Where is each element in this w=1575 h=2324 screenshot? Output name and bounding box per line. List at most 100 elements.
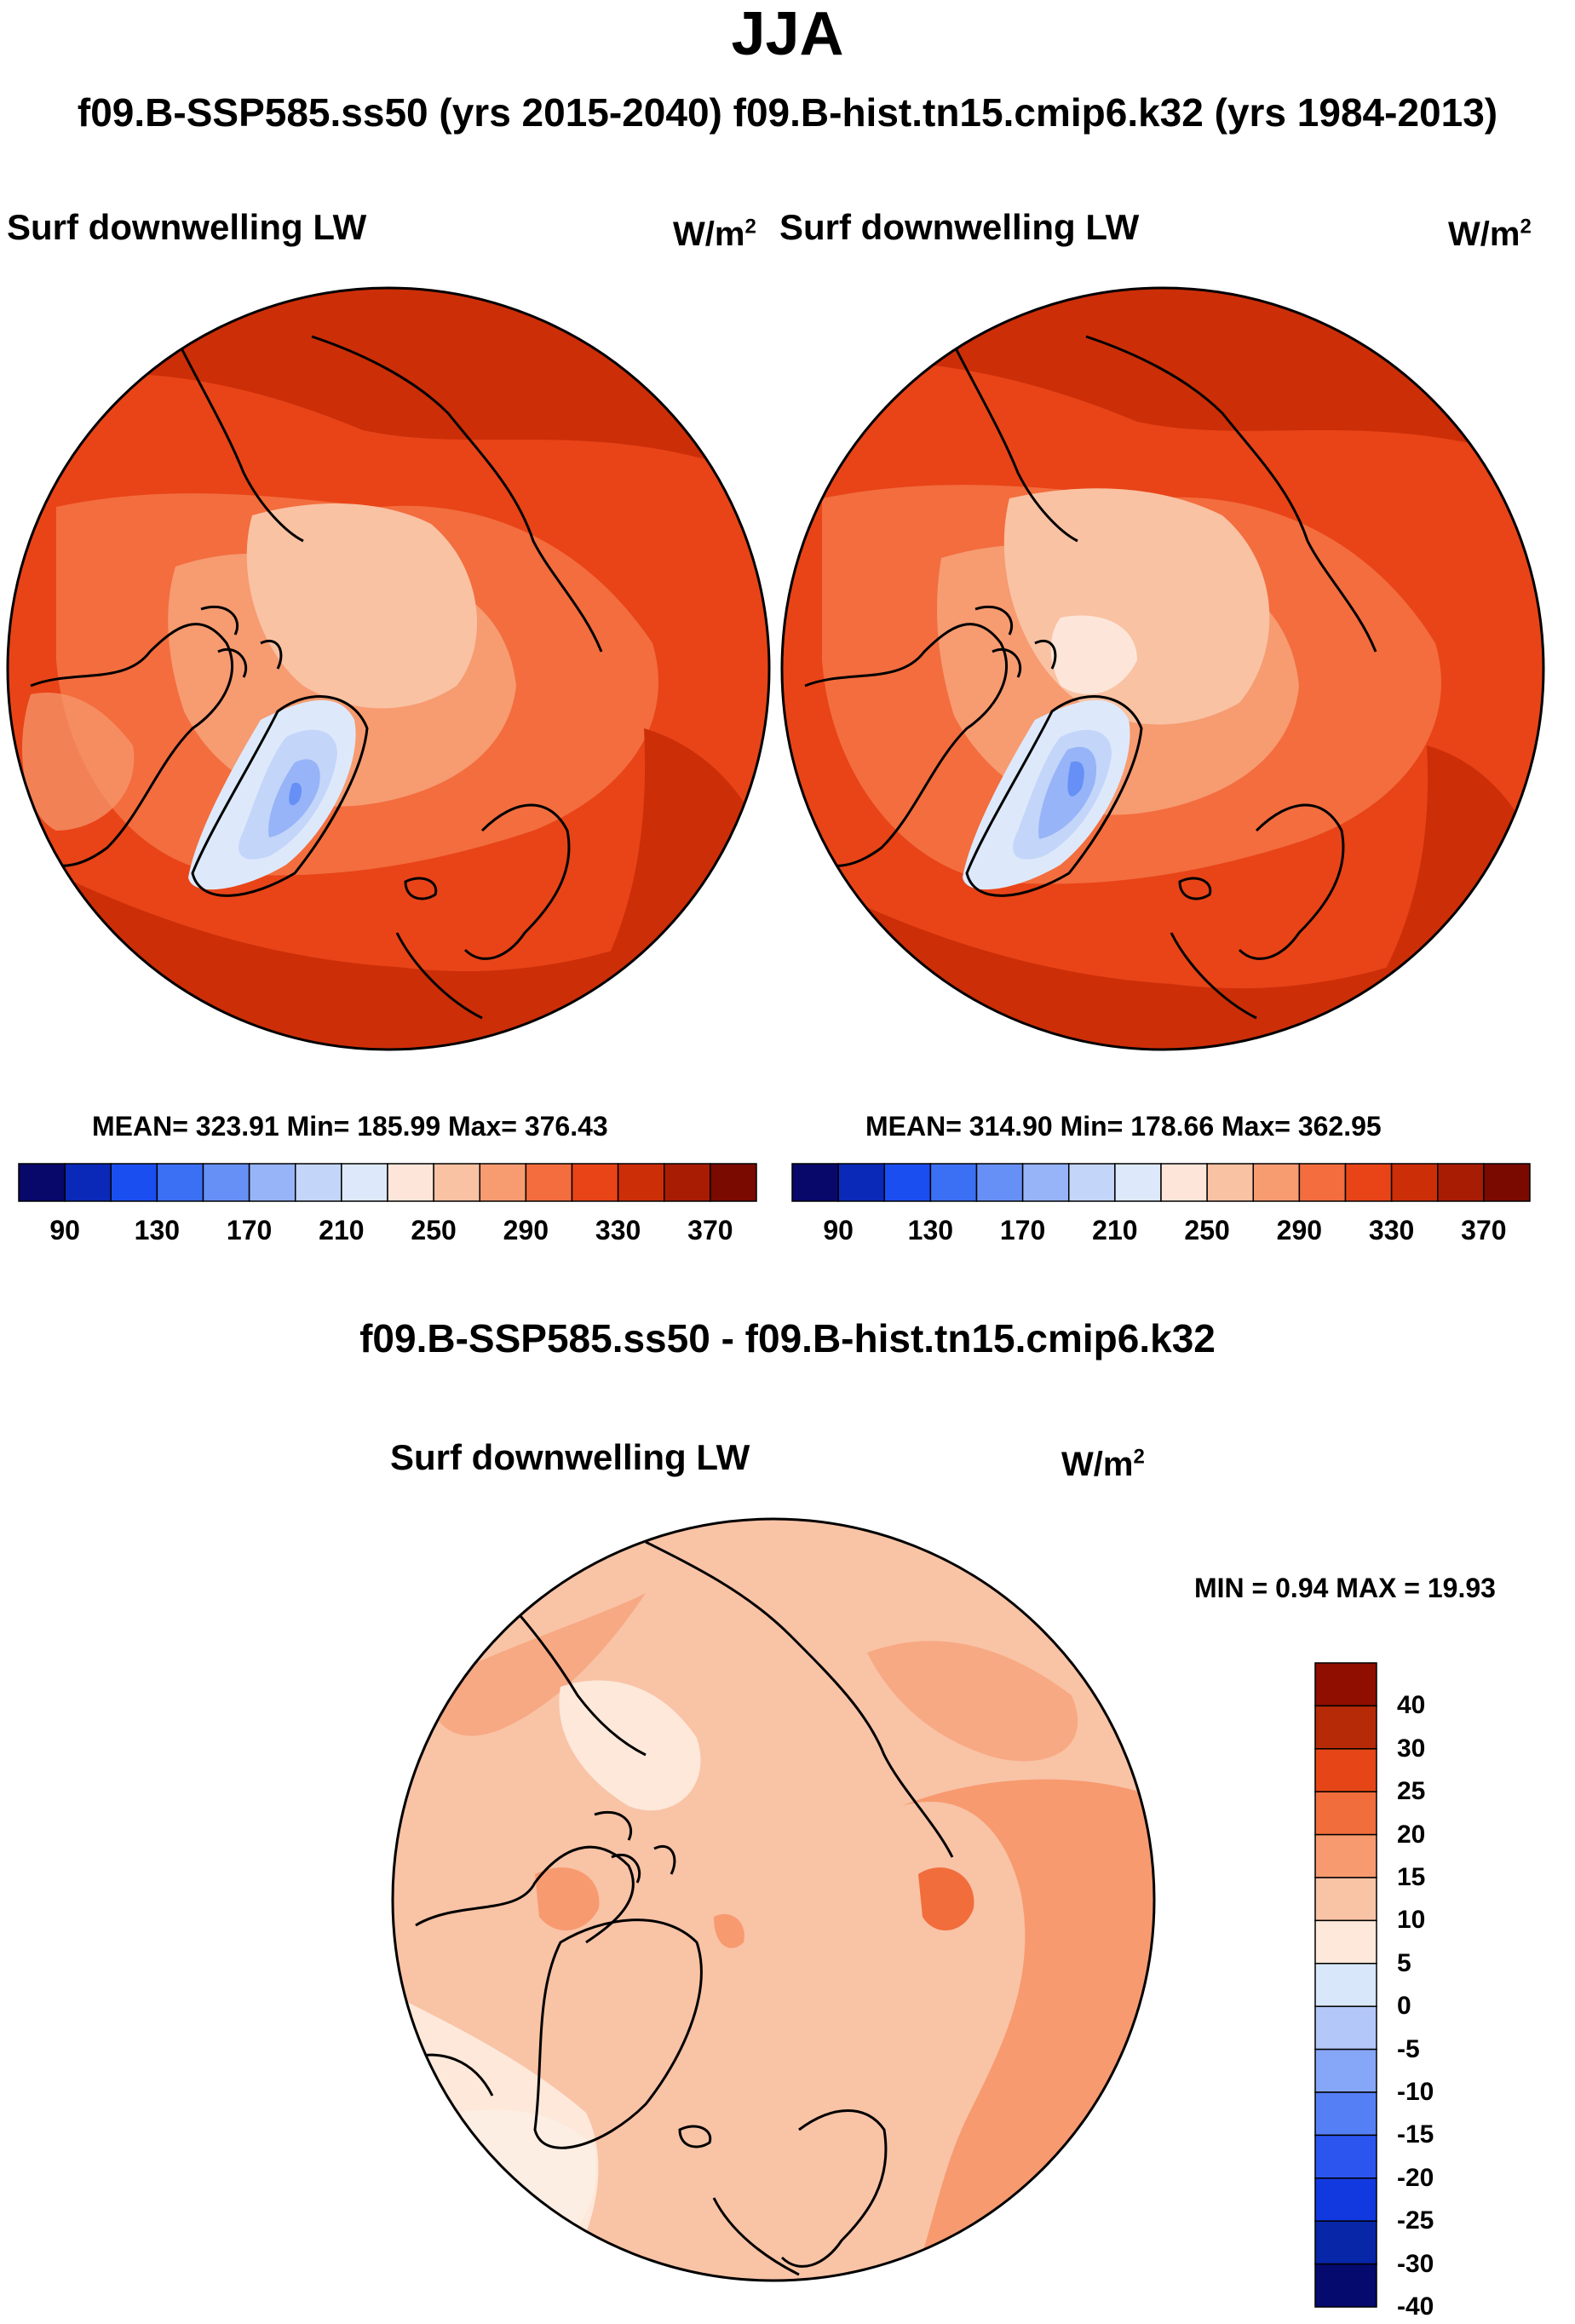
colorbar-swatch [18,1163,66,1202]
difference-stats: MIN = 0.94 MAX = 19.93 [1194,1573,1496,1603]
colorbar-tick-label: 130 [907,1215,954,1245]
coastlines [795,335,1377,1020]
coastline-iceland [1178,877,1212,900]
colorbar-swatch [1252,1163,1301,1202]
colorbar-swatch [791,1163,839,1202]
subtitle: f09.B-SSP585.ss50 (yrs 2015-2040) f09.B-… [77,90,1498,135]
panel1-polar-map [6,286,771,1051]
map-diff-field [424,1593,646,1736]
colorbar-swatch [1437,1163,1485,1202]
colorbar-swatch [433,1163,480,1202]
colorbar-swatch [837,1163,885,1202]
colorbar-swatch [571,1163,619,1202]
coastline-archipelago [974,605,1057,678]
colorbar-swatch [202,1163,250,1202]
colorbar-tick-label: 30 [1397,1734,1426,1763]
coastline-siberia [645,1540,954,1858]
colorbar-swatch [1314,1791,1377,1836]
map-region-field [22,693,135,831]
map-diff-field [714,1913,744,1948]
colorbar-swatch [1021,1163,1070,1202]
panel1-stats: MEAN= 323.91 Min= 185.99 Max= 376.43 [92,1111,608,1142]
coastline-europe [1170,932,1257,1020]
colorbar-tick-label: 290 [1276,1215,1323,1245]
colorbar-swatch [1390,1163,1439,1202]
colorbar-tick-label: 290 [503,1215,549,1245]
panel2-polar-map [780,286,1545,1051]
map-diff-field [918,1867,974,1931]
colorbar-tick-label: 370 [687,1215,733,1245]
colorbar-tick-label: -20 [1397,2163,1434,2192]
coastline-archipelago [594,1810,676,1884]
colorbar-tick-label: 5 [1397,1948,1411,1977]
colorbar-tick-label: 370 [1461,1215,1507,1245]
panel2-colorbar [791,1163,1531,1202]
difference-units: W/m2 [1061,1445,1145,1483]
panel1-colorbar [18,1163,757,1202]
colorbar-swatch [710,1163,757,1202]
colorbar-tick-label: 0 [1397,1992,1411,2021]
colorbar-swatch [1314,2091,1377,2137]
colorbar-swatch [1298,1163,1347,1202]
coastline-archipelago [200,605,283,678]
coastline-alaska [174,336,304,543]
colorbar-swatch [617,1163,665,1202]
colorbar-swatch [1314,1963,1377,2007]
panel2-variable-label: Surf downwelling LW [779,207,1140,247]
colorbar-swatch [1314,1662,1377,1707]
colorbar-swatch [929,1163,978,1202]
colorbar-tick-label: -10 [1397,2078,1434,2106]
colorbar-tick-label: 130 [134,1215,181,1245]
colorbar-swatch [883,1163,932,1202]
difference-colorbar [1314,1662,1377,2308]
colorbar-swatch [1314,1705,1377,1750]
colorbar-swatch [1114,1163,1162,1202]
difference-polar-map [391,1517,1156,2282]
colorbar-swatch [1314,1748,1377,1792]
colorbar-tick-label: 210 [1092,1215,1138,1245]
coastline-greenland [965,695,1143,897]
coastline-europe [712,2197,800,2276]
colorbar-tick-label: 250 [411,1215,457,1245]
colorbar-swatch [1314,2134,1377,2179]
map-diff-field [458,2109,596,2258]
coastlines [20,335,603,1020]
colorbar-tick-label: 25 [1397,1777,1426,1806]
colorbar-tick-label: 170 [226,1215,273,1245]
map-region-field [289,782,302,806]
colorbar-swatch [975,1163,1024,1202]
coastline-siberia [1085,335,1377,653]
coastline-greenland [533,1918,703,2149]
coastline-europe [395,932,483,1020]
colorbar-swatch [1483,1163,1531,1202]
coastline-alaska [948,336,1078,543]
colorbar-tick-label: -25 [1397,2206,1434,2235]
colorbar-swatch [1314,2220,1377,2265]
colorbar-swatch [248,1163,296,1202]
colorbar-swatch [1344,1163,1393,1202]
colorbar-tick-label: 330 [1368,1215,1415,1245]
colorbar-tick-label: 330 [595,1215,641,1245]
colorbar-swatch [1314,1919,1377,1964]
colorbar-swatch [1314,1877,1377,1922]
colorbar-swatch [156,1163,204,1202]
colorbar-swatch [110,1163,158,1202]
colorbar-tick-label: 170 [999,1215,1046,1245]
panel1-units: W/m2 [673,215,756,253]
coastline-canada [20,623,233,867]
coastline-greenland [191,695,369,897]
colorbar-swatch [1314,2263,1377,2308]
map-region-field [1050,615,1137,694]
panel1-variable-label: Surf downwelling LW [7,207,367,247]
map-region-field [1067,761,1084,797]
colorbar-tick-label: 20 [1397,1820,1426,1849]
colorbar-tick-label: 250 [1184,1215,1230,1245]
colorbar-swatch [1314,2048,1377,2093]
colorbar-swatch [341,1163,388,1202]
colorbar-swatch [64,1163,112,1202]
colorbar-tick-label: 90 [823,1215,854,1245]
map-diff-field [535,1867,600,1931]
colorbar-swatch [1160,1163,1208,1202]
colorbar-tick-label: 10 [1397,1906,1426,1935]
colorbar-swatch [1314,1833,1377,1878]
